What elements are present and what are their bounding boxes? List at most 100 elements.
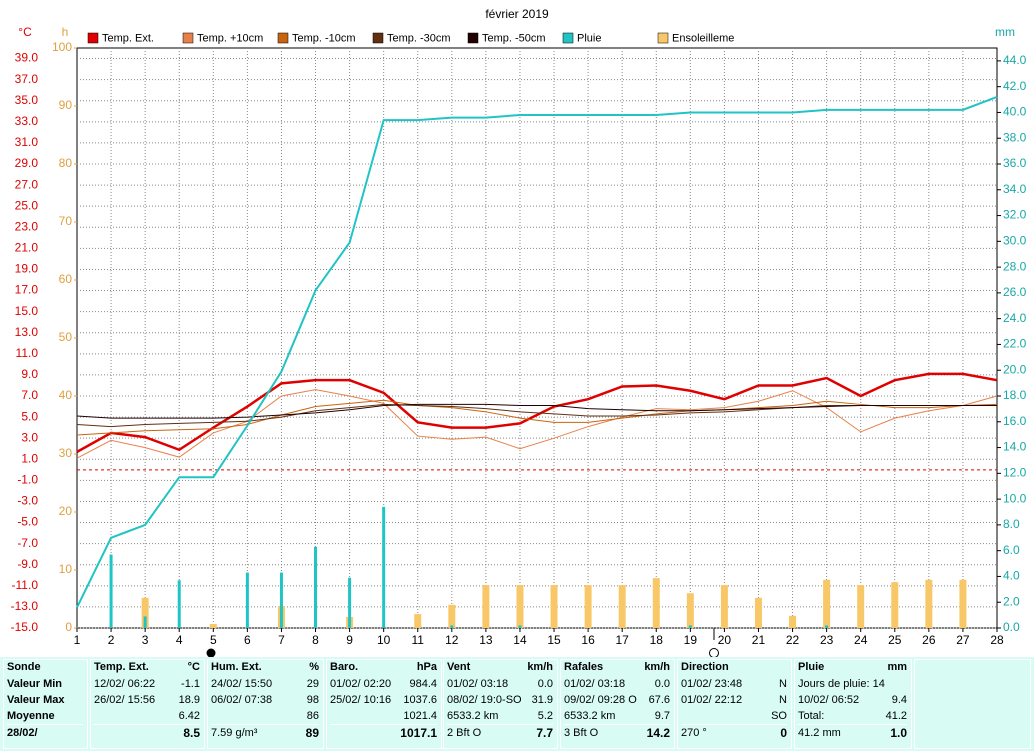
sunshine-bar [448,604,456,628]
table-cell: 0.0 [654,678,670,690]
table-row: 08/02/ 19:0-SO 31.9 [447,692,553,708]
y2-tick-label: 38.0 [1003,130,1027,144]
table-cell: -1.1 [181,678,200,690]
table-cell: 01/02/ 23:48 [681,678,743,690]
table-row: Moyenne [7,708,83,724]
table-panel: Baro. hPa 01/02/ 02:20 984.4 25/02/ 10:16 103… [326,659,442,749]
y-tick-label: 19.0 [15,262,39,276]
table-cell: 0.0 [537,678,553,690]
table-cell: 08/02/ 19:0-SO [447,694,522,706]
table-row: 1017.1 [330,724,437,741]
y2-tick-label: 2.0 [1003,594,1020,608]
table-cell: Moyenne [7,710,55,722]
y2-tick-label: 18.0 [1003,388,1027,402]
h-tick-label: 100 [52,40,72,54]
y2-tick-label: 42.0 [1003,79,1027,93]
y2-tick-label: 20.0 [1003,362,1027,376]
y2-tick-label: 0.0 [1003,620,1020,634]
y-tick-label: -5.0 [17,515,38,529]
table-cell: 89 [305,726,319,740]
h-tick-label: 0 [65,620,72,634]
table-row: 86 [211,708,319,724]
table-cell: km/h [527,661,553,673]
sunshine-bar [754,597,762,628]
y-tick-label: 3.0 [21,430,38,444]
series-line [76,372,998,453]
table-panel: Rafales km/h 01/02/ 03:18 0.0 09/02/ 09:28 O… [560,659,675,749]
x-tick-label: 24 [854,633,868,647]
table-cell: 270 ° [681,727,707,739]
rain-bar [518,625,522,628]
series-line [76,399,998,436]
x-tick-label: 12 [445,633,459,647]
table-row: 01/02/ 02:20 984.4 [330,676,437,692]
legend-label: Temp. -10cm [292,32,356,44]
h-tick-label: 80 [59,156,73,170]
h-tick-label: 50 [59,330,73,344]
table-panel: Temp. Ext. °C 12/02/ 06:22 -1.1 26/02/ 15:56… [90,659,205,749]
table-row: Vent km/h [447,659,553,675]
table-row: 270 ° 0 [681,724,787,741]
legend-label: Temp. -30cm [387,32,451,44]
x-tick-label: 6 [244,633,251,647]
sunshine-bar [516,585,524,628]
table-row: 6533.2 km 5.2 [447,708,553,724]
table-cell: 98 [306,694,319,706]
table-row: 1021.4 [330,708,437,724]
table-cell: 41.2 [885,710,907,722]
table-cell: 01/02/ 22:12 [681,694,743,706]
table-row: 09/02/ 09:28 O 67.6 [564,692,670,708]
table-panel [914,659,1031,749]
y-tick-label: 17.0 [15,283,39,297]
legend-label: Temp. -50cm [482,32,546,44]
y2-tick-label: 6.0 [1003,543,1020,557]
y2-tick-label: 26.0 [1003,285,1027,299]
table-cell: 1017.1 [400,726,437,740]
table-row: 2 Bft O 7.7 [447,724,553,741]
x-tick-label: 7 [278,633,285,647]
y2-tick-label: 12.0 [1003,466,1027,480]
h-tick-label: 90 [59,98,73,112]
series-line [76,389,998,459]
series-line [76,96,998,608]
table-cell: hPa [416,661,437,673]
x-tick-label: 11 [412,633,425,647]
x-tick-label: 21 [752,633,766,647]
legend-swatch [182,32,194,44]
table-row: 26/02/ 15:56 18.9 [94,692,200,708]
table-cell: 3 Bft O [564,727,599,739]
x-tick-label: 15 [547,633,561,647]
y-tick-label: 29.0 [15,156,39,170]
table-row: 01/02/ 03:18 0.0 [564,676,670,692]
table-row: 6533.2 km 9.7 [564,708,670,724]
rain-bar [279,572,283,628]
y-tick-label: 37.0 [15,72,39,86]
table-cell: 1021.4 [403,710,437,722]
table-row: 7.59 g/m³ 89 [211,724,319,741]
sunshine-bar [209,623,217,628]
y-tick-label: 5.0 [21,409,38,423]
table-cell: Baro. [330,661,359,673]
x-tick-label: 8 [312,633,319,647]
hours-axis-unit: h [62,25,69,39]
table-cell: 9.7 [654,710,670,722]
rain-bar [177,580,181,628]
series-line [76,403,997,428]
table-row: Valeur Max [7,692,83,708]
y-tick-label: -11.0 [12,578,39,592]
h-tick-label: 10 [59,562,73,576]
chart-title: février 2019 [485,7,549,21]
legend-label: Temp. +10cm [197,32,263,44]
legend-label: Ensoleilleme [672,32,734,44]
table-row: 06/02/ 07:38 98 [211,692,319,708]
sunshine-bar [789,615,797,628]
table-cell: 6.42 [178,710,200,722]
moon-full [709,648,719,657]
y-tick-label: 39.0 [15,51,39,65]
rain-bar [314,546,318,628]
y-tick-label: 25.0 [15,198,39,212]
table-cell: Hum. Ext. [211,661,262,673]
table-cell: Jours de pluie: 14 [798,678,885,690]
y-tick-label: 15.0 [15,304,39,318]
table-cell: 26/02/ 15:56 [94,694,156,706]
